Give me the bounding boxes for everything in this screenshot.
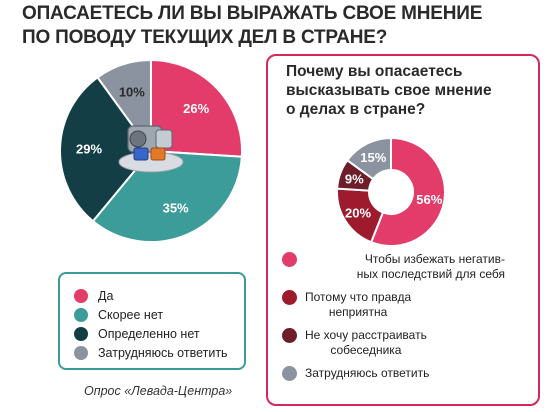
side-title-line-1: Почему вы опасаетесь xyxy=(286,63,463,80)
legend-label: Затрудняюсь ответить xyxy=(305,366,429,381)
legend-item-yes: Да xyxy=(74,286,244,305)
side-legend-item-truth: Потому что правда неприятна xyxy=(282,290,534,320)
source-note: Опрос «Левада-Центра» xyxy=(84,384,233,398)
legend-swatch xyxy=(282,328,297,343)
legend-label: Не хочу расстраивать собеседника xyxy=(305,328,427,358)
legend-label: Потому что правда неприятна xyxy=(305,290,411,320)
title-line-2: ПО ПОВОДУ ТЕКУЩИХ ДЕЛ В СТРАНЕ? xyxy=(22,27,388,48)
legend-swatch xyxy=(282,366,297,381)
pie-slice xyxy=(345,136,392,181)
pie-slice xyxy=(91,149,243,243)
legend-line: ных последствий для себя xyxy=(356,267,505,281)
pie-slice xyxy=(59,75,153,223)
main-legend: Да Скорее нет Определенно нет Затрудняюс… xyxy=(58,272,246,370)
legend-line: Затрудняюсь ответить xyxy=(305,366,430,380)
legend-line: неприятна xyxy=(328,305,388,319)
legend-label: Определенно нет xyxy=(98,326,200,341)
pie-data-label: 56% xyxy=(416,192,442,207)
side-legend: Чтобы избежать негатив- ных последствий … xyxy=(282,252,534,389)
legend-swatch xyxy=(74,288,88,303)
legend-item-hard-to-say: Затрудняюсь ответить xyxy=(74,343,244,362)
pie-data-label: 26% xyxy=(183,101,209,116)
legend-swatch xyxy=(74,307,88,322)
legend-label: Да xyxy=(98,288,114,303)
pie-data-label: 29% xyxy=(76,142,102,157)
legend-label: Затрудняюсь ответить xyxy=(98,345,228,360)
legend-label: Чтобы избежать негатив- ных последствий … xyxy=(305,252,505,282)
pie-slice xyxy=(369,136,446,247)
legend-item-definitely-no: Определенно нет xyxy=(74,324,244,343)
legend-line: собеседника xyxy=(330,343,402,357)
side-title-line-2: высказывать свое мнение xyxy=(286,82,492,99)
legend-swatch xyxy=(74,345,88,360)
pie-data-label: 15% xyxy=(360,150,386,165)
pie-data-label: 10% xyxy=(119,85,145,100)
legend-line: Потому что правда xyxy=(305,290,412,304)
side-title-line-3: о делах в стране? xyxy=(286,101,426,118)
legend-swatch xyxy=(74,326,88,341)
siren-icon xyxy=(118,125,184,173)
side-chart-title: Почему вы опасаетесь высказывать свое мн… xyxy=(286,62,526,119)
main-pie-chart: 26% 35% 29% 10% xyxy=(59,58,243,243)
side-legend-item-avoid: Чтобы избежать негатив- ных последствий … xyxy=(282,252,534,282)
side-pie-chart: 56% 20% 9% 15% xyxy=(336,136,446,247)
legend-swatch xyxy=(282,252,297,267)
side-legend-item-upset: Не хочу расстраивать собеседника xyxy=(282,328,534,358)
legend-label: Скорее нет xyxy=(98,307,164,322)
legend-swatch xyxy=(282,290,297,305)
pie-data-label: 35% xyxy=(163,200,189,215)
title-line-1: ОПАСАЕТЕСЬ ЛИ ВЫ ВЫРАЖАТЬ СВОЕ МНЕНИЕ xyxy=(22,3,483,24)
side-panel: Почему вы опасаетесь высказывать свое мн… xyxy=(266,54,540,406)
pie-data-label: 20% xyxy=(345,205,371,220)
pie-slice xyxy=(150,58,243,158)
side-legend-item-hard-to-say: Затрудняюсь ответить xyxy=(282,366,534,381)
pie-data-label: 9% xyxy=(345,171,364,186)
legend-line: Не хочу расстраивать xyxy=(305,328,427,342)
legend-line: Чтобы избежать негатив- xyxy=(364,252,505,266)
page-title: ОПАСАЕТЕСЬ ЛИ ВЫ ВЫРАЖАТЬ СВОЕ МНЕНИЕ ПО… xyxy=(22,2,542,50)
legend-item-rather-no: Скорее нет xyxy=(74,305,244,324)
